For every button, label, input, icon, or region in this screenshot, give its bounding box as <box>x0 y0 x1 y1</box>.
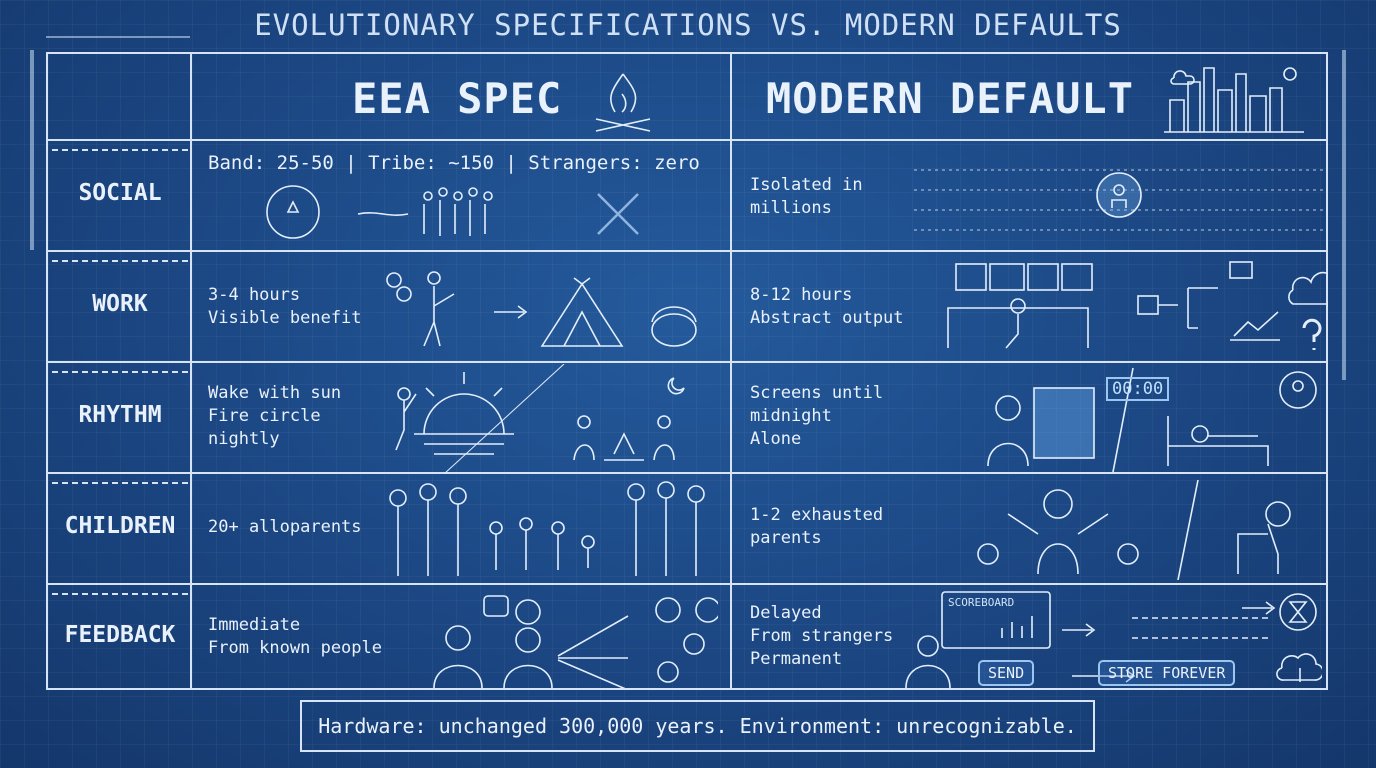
tent-icon <box>386 271 697 347</box>
cloud-download-icon <box>1276 653 1322 682</box>
social-eea-text: Band: 25-50 | Tribe: ~150 | Strangers: z… <box>208 152 700 174</box>
people-circle-icon <box>266 185 639 239</box>
campfire-icon <box>604 432 644 461</box>
phone-user-icon <box>987 367 1317 472</box>
store-forever-button[interactable]: STORE FOREVER <box>1098 660 1236 686</box>
ruler-decoration <box>1342 50 1346 380</box>
ruler-decoration <box>30 50 34 250</box>
hourglass-icon <box>1279 593 1317 631</box>
send-button[interactable]: SEND <box>978 660 1035 686</box>
row-label-rhythm: RHYTHM <box>78 402 162 428</box>
scoreboard-title: SCOREBOARD <box>948 596 1015 609</box>
feedback-eea-text: Immediate From known people <box>208 615 382 658</box>
family-icon <box>389 481 705 576</box>
moon-icon <box>667 377 685 395</box>
eea-spec-header: EEA SPEC <box>352 74 563 123</box>
work-modern-text: 8-12 hours Abstract output <box>750 285 904 328</box>
row-label-feedback: FEEDBACK <box>64 622 176 648</box>
row-label-children: CHILDREN <box>64 513 176 539</box>
flowchart-icon <box>1137 261 1280 341</box>
speech-bubble-icon <box>433 595 718 688</box>
row-label-social: SOCIAL <box>78 180 162 206</box>
bed-icon <box>1167 416 1269 466</box>
crowd-icon <box>914 169 1324 231</box>
crowd-icon <box>423 187 493 236</box>
social-modern-text: Isolated in millions <box>750 175 863 218</box>
work-eea-text: 3-4 hours Visible benefit <box>208 285 362 328</box>
computer-icon <box>947 261 1328 350</box>
children-eea-text: 20+ alloparents <box>208 517 362 537</box>
city-icon <box>1164 67 1304 133</box>
modern-default-header: MODERN DEFAULT <box>766 74 1135 123</box>
stressed-parent-icon <box>977 479 1291 580</box>
feedback-modern-text: Delayed From strangers Permanent <box>750 603 894 669</box>
clock-display: 00:00 <box>1106 377 1170 401</box>
children-modern-text: 1-2 exhausted parents <box>750 505 884 548</box>
fire-icon <box>595 73 651 132</box>
scoreboard-icon <box>905 591 1322 688</box>
x-mark-icon <box>597 193 639 235</box>
row-label-work: WORK <box>92 291 148 317</box>
comparison-table: EEA SPEC MODERN DEFAULT SOCIAL Band: 25-… <box>46 52 1328 690</box>
ruler-decoration <box>46 36 190 38</box>
question-icon <box>1302 318 1322 350</box>
page-title: EVOLUTIONARY SPECIFICATIONS VS. MODERN D… <box>254 8 1122 42</box>
rhythm-modern-text: Screens until midnight Alone <box>750 383 884 449</box>
dollar-cloud-icon <box>1288 271 1328 305</box>
footer-banner: Hardware: unchanged 300,000 years. Envir… <box>300 700 1095 752</box>
rhythm-eea-text: Wake with sun Fire circle nightly <box>208 383 342 449</box>
sunrise-icon <box>395 364 685 474</box>
